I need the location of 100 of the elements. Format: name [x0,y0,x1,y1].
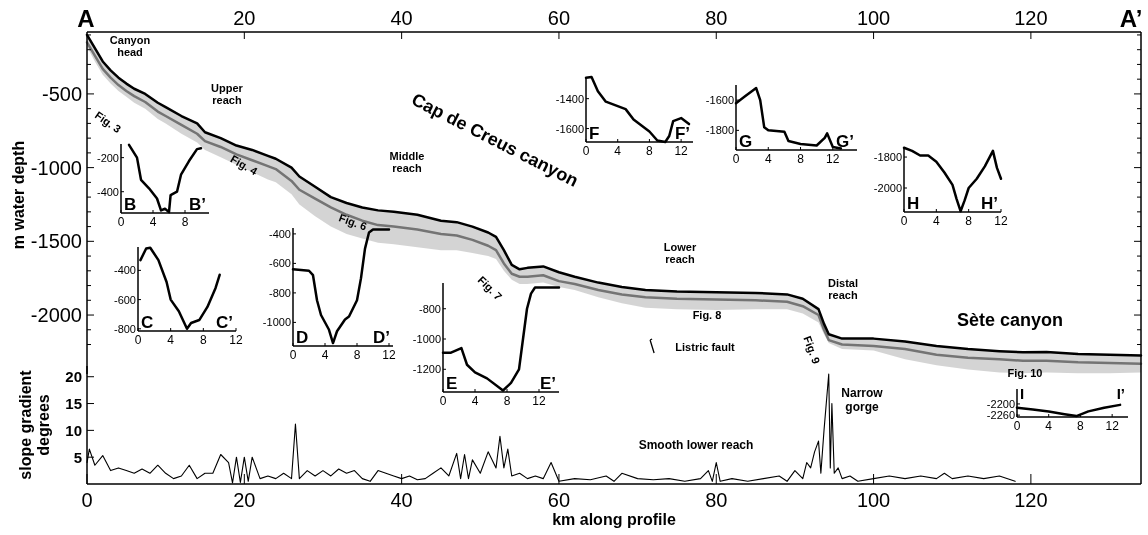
y-tick-label: -400 [96,185,119,198]
annotation: Lower reach [663,240,697,266]
x2-tick-label: 20 [233,7,256,29]
annotation: H’ [981,193,998,213]
x-tick-label: 8 [797,152,805,166]
x-tick-label: 12 [1105,419,1120,433]
y-tick-label: -1500 [30,230,82,253]
y-tick-label: -1800 [705,124,734,137]
y-tick-label: -2000 [30,304,82,327]
x-tick-label: 4 [614,144,622,158]
x-tick-label: 0 [582,144,590,158]
x-tick-label: 40 [390,489,413,511]
annotation: Fig. 10 [1007,367,1043,379]
annotation: Middle reach [389,149,425,175]
x-tick-label: 12 [994,214,1008,228]
y-tick-label: -1000 [262,316,291,329]
x-tick-label: 0 [439,394,447,408]
annotation: Canyon head [109,33,151,59]
annotation: D [296,327,309,347]
x-tick-label: 12 [229,333,243,347]
y-tick-label: -1600 [705,94,734,107]
x-axis-title: km along profile [552,510,676,528]
y-tick-label: -600 [268,257,291,270]
annotation: I [1020,384,1025,402]
annotation: F [589,123,600,143]
x-tick-label: 4 [1045,419,1053,433]
y-tick-label: -600 [113,293,136,306]
x-tick-label: 12 [826,152,840,166]
x-tick-label: 0 [732,152,740,166]
annotation: Upper reach [211,81,244,107]
x-tick-label: 0 [134,333,142,347]
x-tick-label: 0 [289,348,297,362]
x-tick-label: 4 [167,333,175,347]
y-tick-label: -1600 [555,122,584,135]
y-tick-label: 10 [65,421,82,439]
annotation: I’ [1116,384,1125,402]
x-tick-label: 80 [705,489,728,511]
annotation: Fig. 8 [692,309,722,321]
x2-tick-label: A [77,4,95,32]
y-tick-label: -2000 [873,182,902,195]
x-tick-label: 100 [856,489,891,511]
annotation: E’ [539,373,556,393]
annotation: B [124,194,137,214]
y-tick-label: -1000 [30,156,82,179]
x-tick-label: 0 [81,489,93,511]
y-tick-label: -800 [418,302,441,315]
annotation: Fig. 4 [228,152,261,178]
x-tick-label: 0 [117,215,125,229]
y-tick-label: -200 [96,151,119,164]
y-tick-label: -1800 [873,151,902,164]
y-tick-label: -800 [268,286,291,299]
x-tick-label: 8 [1077,419,1085,433]
y-tick-label: -800 [113,322,136,335]
x2-tick-label: 40 [390,7,413,29]
y-axis-title: slope gradient degrees [16,369,52,480]
annotation: Fig. 9 [801,334,823,366]
annotation: C’ [216,312,233,332]
annotation: D’ [373,327,390,347]
annotation: G’ [836,131,854,151]
y-tick-label: -1000 [412,333,441,346]
y-tick-label: -1200 [412,363,441,376]
x-tick-label: 120 [1014,489,1048,511]
x2-tick-label: 60 [547,7,571,29]
annotation: Distal reach [828,276,858,302]
x-tick-label: 8 [965,214,973,228]
x2-tick-label: 120 [1014,7,1048,29]
x-tick-label: 0 [1013,419,1021,433]
annotation: Fig. 6 [337,211,369,233]
y-tick-label: -500 [41,82,82,105]
x-tick-label: 12 [532,394,546,408]
x-tick-label: 4 [321,348,329,362]
y-tick-label: 15 [65,395,82,413]
y-tick-label: -2260 [986,409,1015,422]
x-tick-label: 8 [181,215,189,229]
annotation: C [141,312,154,332]
y-tick-label: -400 [268,227,291,240]
y-tick-label: 5 [73,448,82,466]
annotation: Fig. 7 [475,273,505,303]
y-axis-title: m water depth [9,140,27,250]
x-tick-label: 0 [900,214,908,228]
x-tick-label: 8 [199,333,207,347]
annotation: H [907,193,920,213]
x2-tick-label: A’ [1119,4,1143,32]
annotation: Narrow gorge [841,386,884,414]
x2-tick-label: 80 [705,7,728,29]
annotation: Smooth lower reach [638,438,754,452]
y-tick-label: -1400 [555,92,584,105]
y-tick-label: -2200 [986,397,1015,410]
annotation: Sète canyon [956,310,1064,330]
y-tick-label: -400 [113,264,136,277]
annotation: Listric fault [675,341,735,353]
x-tick-label: 60 [547,489,571,511]
x-tick-label: 8 [646,144,654,158]
x-tick-label: 4 [471,394,479,408]
annotation: G [739,131,753,151]
x2-tick-label: 100 [856,7,891,29]
line-series [291,228,391,345]
x-tick-label: 20 [233,489,256,511]
x-tick-label: 8 [353,348,361,362]
x-tick-label: 8 [503,394,511,408]
